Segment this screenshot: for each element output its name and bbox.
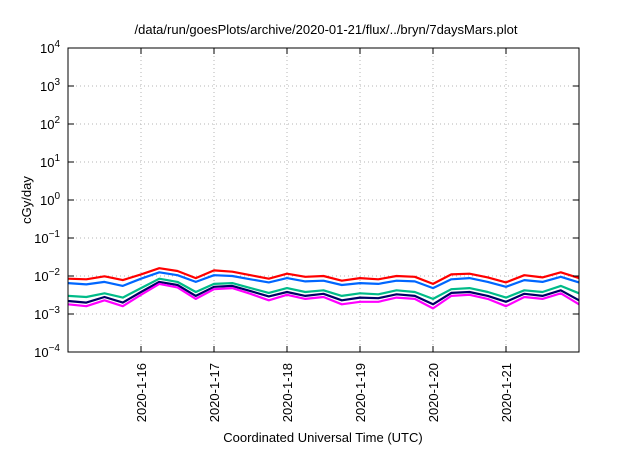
series-line-2 [67,271,580,290]
y-tick-label: 100 [40,191,60,208]
x-tick-label: 2020-1-21 [499,363,514,422]
y-tick-label: 10−4 [34,343,60,360]
x-tick-label: 2020-1-20 [426,363,441,422]
y-tick-label: 103 [40,77,60,94]
series-group [67,267,580,310]
series-line-1 [67,267,580,285]
x-axis-label: Coordinated Universal Time (UTC) [223,430,422,445]
y-tick-label: 102 [40,115,60,132]
grid [68,48,579,352]
chart-title: /data/run/goesPlots/archive/2020-01-21/f… [135,22,518,37]
y-tick-label: 101 [40,153,60,170]
series-line-5 [67,282,580,310]
series-line-4 [67,280,580,306]
y-tick-label: 10−3 [34,305,60,322]
x-tick-label: 2020-1-17 [207,363,222,422]
y-tick-label: 104 [40,39,60,56]
y-tick-label: 10−1 [34,229,60,246]
x-tick-label: 2020-1-16 [134,363,149,422]
y-tick-label: 10−2 [34,267,60,284]
series-line-3 [67,277,580,300]
axes: 104 103 102 101 100 10−1 10−2 10−3 10−4 2020-1-16… [34,39,579,422]
y-axis-label: cGy/day [19,176,34,224]
x-tick-label: 2020-1-18 [280,363,295,422]
x-tick-label: 2020-1-19 [353,363,368,422]
